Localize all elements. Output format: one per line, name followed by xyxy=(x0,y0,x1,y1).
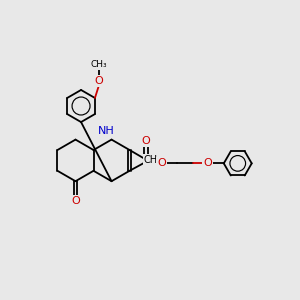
Text: O: O xyxy=(71,196,80,206)
Text: CH₃: CH₃ xyxy=(144,155,162,165)
Text: O: O xyxy=(157,158,166,168)
Text: CH₃: CH₃ xyxy=(90,60,107,69)
Text: O: O xyxy=(94,76,103,86)
Text: O: O xyxy=(203,158,212,168)
Text: NH: NH xyxy=(98,126,115,136)
Text: O: O xyxy=(142,136,150,146)
